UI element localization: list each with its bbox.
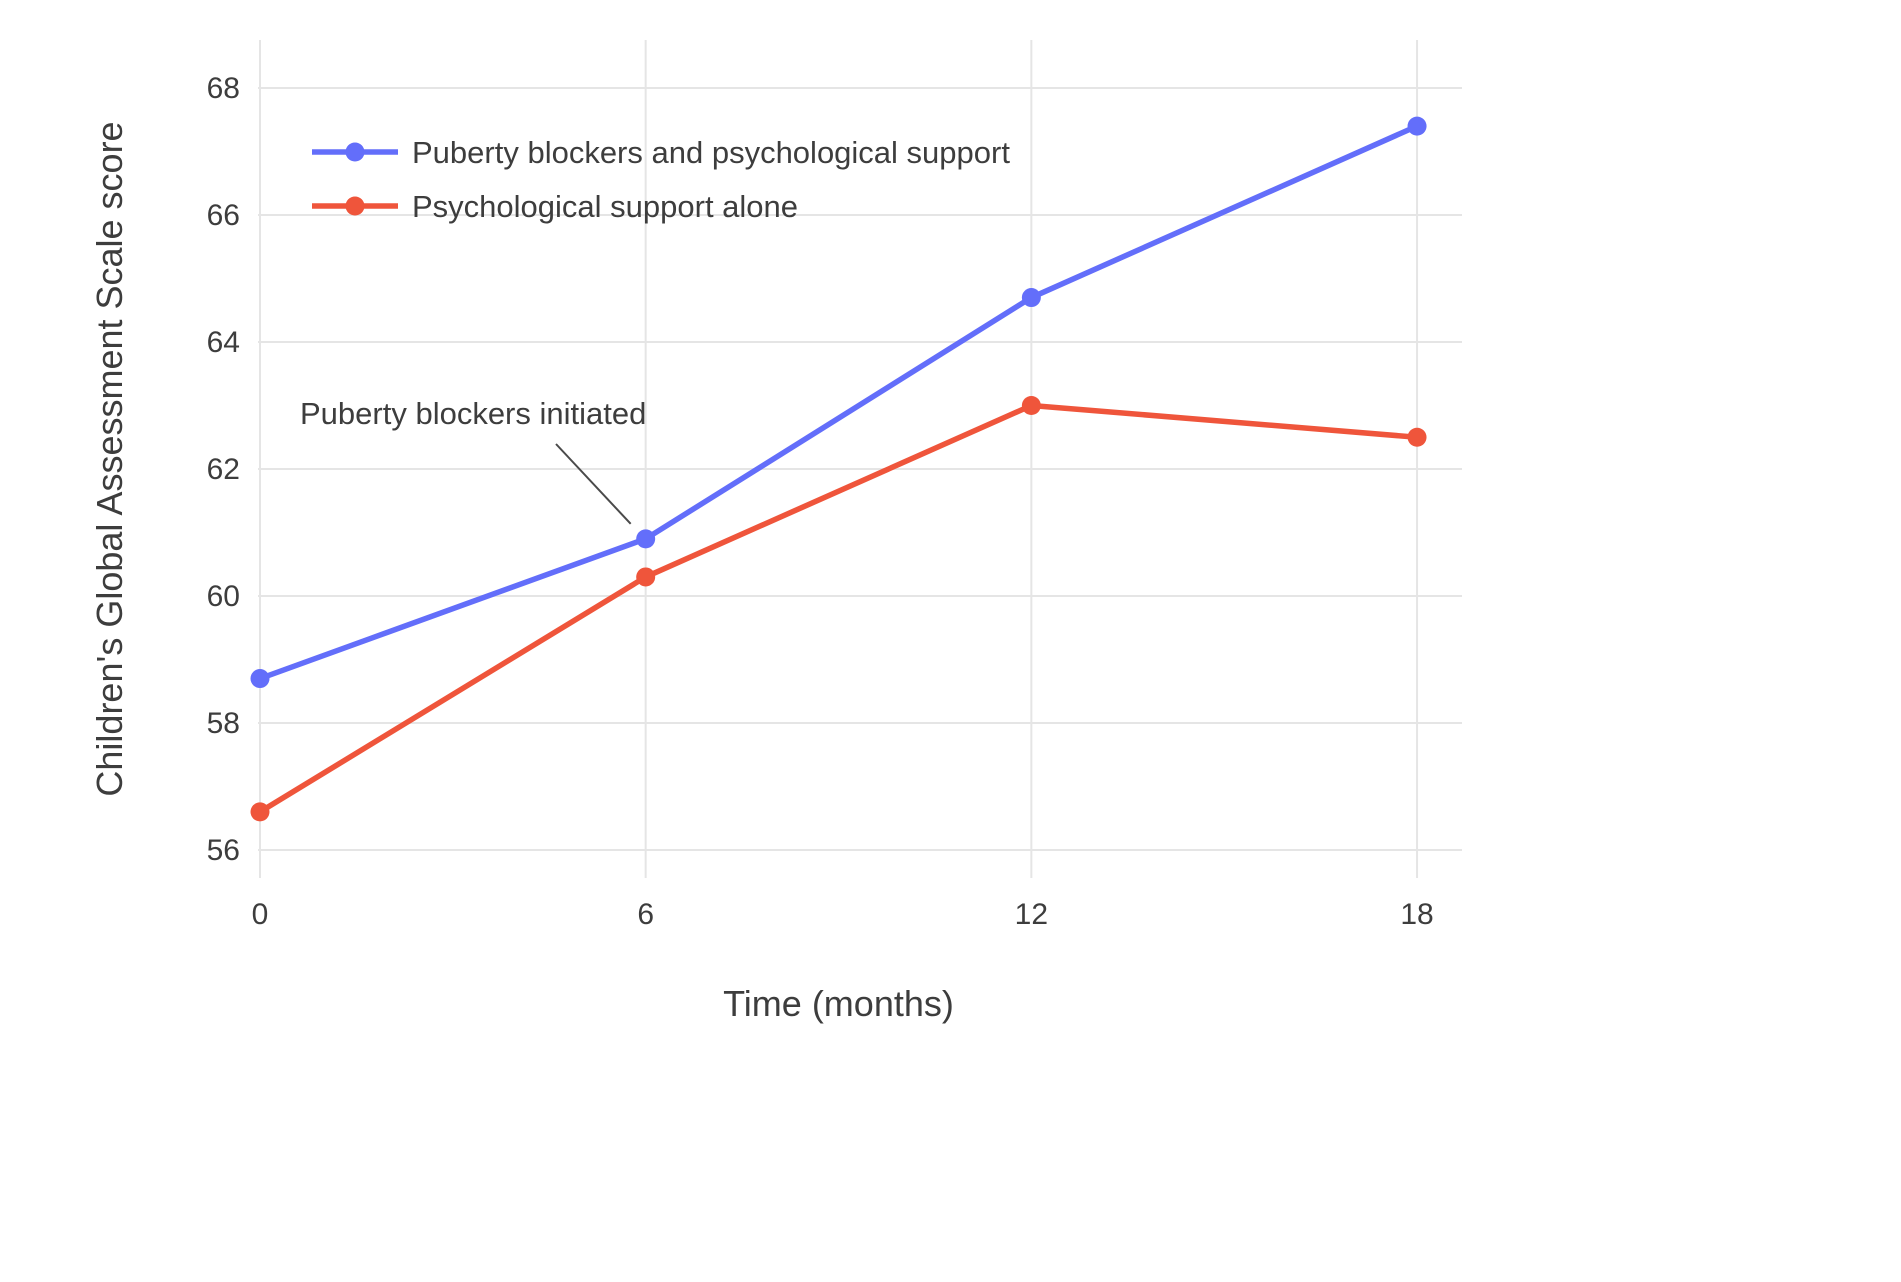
gridlines <box>258 40 1462 878</box>
x-axis-title: Time (months) <box>723 983 954 1024</box>
y-tick-label: 64 <box>207 326 240 359</box>
data-point <box>1021 288 1041 308</box>
series-blockers-plus-support <box>250 116 1427 689</box>
series-line <box>257 402 1420 815</box>
data-point <box>636 529 656 549</box>
legend-label: Puberty blockers and psychological suppo… <box>412 135 1010 170</box>
y-tick-label: 68 <box>207 72 240 105</box>
data-point <box>636 567 656 587</box>
series-line <box>257 123 1420 682</box>
data-point <box>1021 396 1041 415</box>
x-tick-label: 6 <box>637 898 654 931</box>
legend-marker <box>345 142 365 162</box>
axis-tick-labels: 56 58 60 62 64 66 68 0 6 12 18 <box>207 72 1434 931</box>
x-tick-label: 12 <box>1015 898 1048 931</box>
legend-item[interactable]: Psychological support alone <box>312 189 798 224</box>
annotation-text: Puberty blockers initiated <box>300 396 646 431</box>
legend-item[interactable]: Puberty blockers and psychological suppo… <box>312 135 1010 170</box>
series-support-alone <box>250 396 1427 822</box>
data-point <box>1407 116 1427 136</box>
y-tick-label: 62 <box>207 453 240 486</box>
data-point <box>250 669 270 689</box>
legend-marker <box>345 196 365 216</box>
data-point <box>250 802 270 822</box>
x-tick-label: 0 <box>252 898 269 931</box>
y-tick-label: 58 <box>207 707 240 740</box>
y-axis-title: Children's Global Assessment Scale score <box>89 121 130 796</box>
y-tick-label: 56 <box>207 834 240 867</box>
x-tick-label: 18 <box>1400 898 1433 931</box>
legend: Puberty blockers and psychological suppo… <box>312 135 1010 224</box>
annotation-puberty-blockers-initiated: Puberty blockers initiated <box>300 396 646 525</box>
y-tick-label: 66 <box>207 199 240 232</box>
legend-label: Psychological support alone <box>412 189 798 224</box>
data-point <box>1407 427 1427 447</box>
y-tick-label: 60 <box>207 580 240 613</box>
annotation-pointer-line <box>555 443 632 525</box>
